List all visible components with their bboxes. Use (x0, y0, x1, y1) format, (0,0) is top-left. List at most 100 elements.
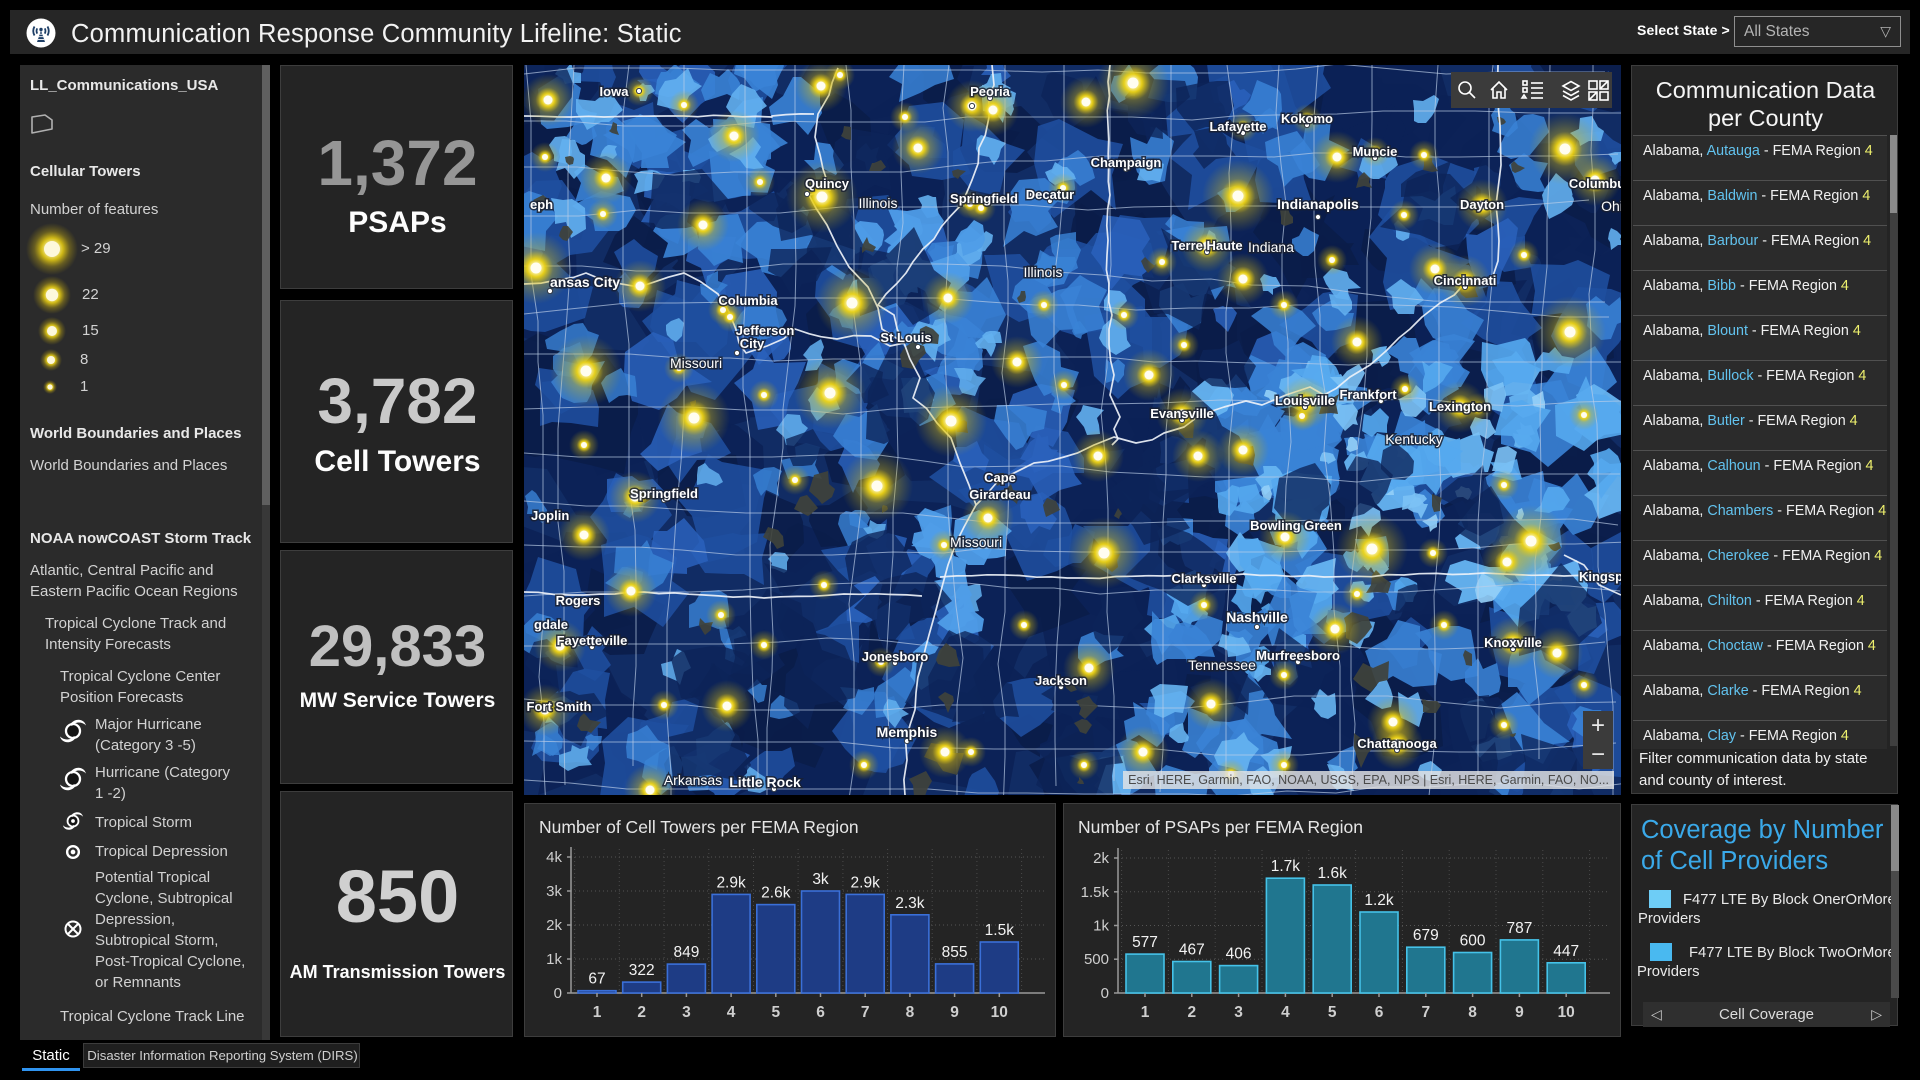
svg-text:1.6k: 1.6k (1318, 865, 1348, 882)
svg-text:Jefferson: Jefferson (736, 323, 795, 338)
svg-text:Number of PSAPs per FEMA Regio: Number of PSAPs per FEMA Region (1078, 817, 1363, 837)
svg-text:Indianapolis: Indianapolis (1277, 196, 1359, 212)
svg-text:447: 447 (1553, 943, 1579, 960)
svg-text:500: 500 (1084, 951, 1109, 968)
svg-text:2.9k: 2.9k (716, 874, 746, 891)
svg-text:Arkansas: Arkansas (664, 772, 722, 788)
svg-text:eph: eph (530, 197, 553, 212)
svg-text:Kingsp: Kingsp (1579, 569, 1621, 584)
svg-text:467: 467 (1179, 942, 1205, 959)
svg-text:5: 5 (771, 1004, 780, 1021)
svg-text:Number of Cell Towers per FEMA: Number of Cell Towers per FEMA Region (539, 817, 859, 837)
svg-text:1k: 1k (546, 951, 562, 968)
svg-text:Murfreesboro: Murfreesboro (1256, 648, 1340, 663)
svg-text:Indiana: Indiana (1248, 239, 1294, 255)
svg-text:1: 1 (1141, 1004, 1150, 1021)
svg-text:Champaign: Champaign (1091, 155, 1162, 170)
svg-text:Quincy: Quincy (805, 176, 850, 191)
svg-text:2.9k: 2.9k (851, 874, 881, 891)
svg-text:Terre Haute: Terre Haute (1171, 238, 1242, 253)
svg-text:Ohi: Ohi (1601, 198, 1621, 214)
svg-text:Kentucky: Kentucky (1385, 431, 1443, 447)
svg-text:Muncie: Muncie (1353, 144, 1398, 159)
svg-text:Missouri: Missouri (950, 534, 1002, 550)
svg-text:Tennessee: Tennessee (1188, 657, 1256, 673)
svg-text:1.2k: 1.2k (1364, 892, 1394, 909)
svg-text:9: 9 (1515, 1004, 1524, 1021)
svg-text:10: 10 (991, 1004, 1008, 1021)
svg-text:406: 406 (1226, 946, 1252, 963)
svg-text:1.7k: 1.7k (1271, 858, 1301, 875)
svg-text:Memphis: Memphis (877, 724, 938, 740)
svg-text:Columbia: Columbia (718, 293, 778, 308)
svg-text:0: 0 (1101, 985, 1109, 1002)
svg-text:9: 9 (950, 1004, 959, 1021)
svg-text:849: 849 (673, 944, 699, 961)
svg-text:Louisville: Louisville (1275, 393, 1335, 408)
svg-text:322: 322 (629, 962, 655, 979)
svg-text:67: 67 (588, 971, 605, 988)
svg-text:787: 787 (1506, 920, 1532, 937)
svg-text:2: 2 (637, 1004, 646, 1021)
svg-text:St Louis: St Louis (880, 330, 931, 345)
svg-text:Columbu: Columbu (1569, 176, 1621, 191)
svg-text:Fort Smith: Fort Smith (527, 699, 592, 714)
svg-text:Bowling Green: Bowling Green (1250, 518, 1342, 533)
svg-text:5: 5 (1328, 1004, 1337, 1021)
svg-text:4: 4 (727, 1004, 736, 1021)
svg-text:1.5k: 1.5k (985, 922, 1015, 939)
svg-text:2.3k: 2.3k (895, 895, 925, 912)
svg-text:577: 577 (1132, 934, 1158, 951)
svg-text:Missouri: Missouri (670, 355, 722, 371)
svg-text:2.6k: 2.6k (761, 885, 791, 902)
svg-text:6: 6 (816, 1004, 825, 1021)
svg-text:2k: 2k (1093, 850, 1109, 867)
svg-text:2: 2 (1187, 1004, 1196, 1021)
svg-text:Knoxville: Knoxville (1484, 635, 1542, 650)
svg-text:1k: 1k (1093, 918, 1109, 935)
svg-text:Jackson: Jackson (1035, 673, 1087, 688)
svg-text:Jonesboro: Jonesboro (862, 649, 929, 664)
svg-text:6: 6 (1375, 1004, 1384, 1021)
svg-text:Illinois: Illinois (859, 195, 898, 211)
svg-text:Peoria: Peoria (970, 84, 1011, 99)
svg-text:Springfield: Springfield (950, 191, 1018, 206)
svg-text:4: 4 (1281, 1004, 1290, 1021)
svg-text:Cape: Cape (984, 470, 1016, 485)
svg-text:Girardeau: Girardeau (969, 487, 1030, 502)
svg-text:City: City (740, 336, 765, 351)
svg-text:Cincinnati: Cincinnati (1434, 273, 1497, 288)
svg-text:4k: 4k (546, 849, 562, 866)
svg-text:Clarksville: Clarksville (1171, 571, 1236, 586)
svg-text:3: 3 (1234, 1004, 1243, 1021)
svg-text:600: 600 (1460, 933, 1486, 950)
svg-text:Chattanooga: Chattanooga (1357, 736, 1437, 751)
svg-text:3k: 3k (812, 871, 829, 888)
svg-text:3k: 3k (546, 883, 562, 900)
svg-text:ansas City: ansas City (550, 274, 620, 290)
svg-text:Rogers: Rogers (556, 593, 601, 608)
svg-text:855: 855 (942, 944, 968, 961)
svg-text:Little Rock: Little Rock (729, 774, 801, 790)
svg-text:8: 8 (906, 1004, 915, 1021)
svg-text:Nashville: Nashville (1226, 609, 1288, 625)
svg-text:8: 8 (1468, 1004, 1477, 1021)
svg-text:2k: 2k (546, 917, 562, 934)
svg-text:679: 679 (1413, 927, 1439, 944)
svg-text:Dayton: Dayton (1460, 197, 1504, 212)
svg-text:0: 0 (554, 985, 562, 1002)
svg-text:Fayetteville: Fayetteville (557, 633, 628, 648)
svg-text:Frankfort: Frankfort (1339, 387, 1397, 402)
svg-text:1: 1 (593, 1004, 602, 1021)
svg-text:gdale: gdale (534, 617, 568, 632)
svg-text:1.5k: 1.5k (1081, 884, 1110, 901)
svg-text:Iowa: Iowa (600, 84, 630, 99)
svg-text:Evansville: Evansville (1150, 406, 1214, 421)
svg-text:10: 10 (1558, 1004, 1575, 1021)
svg-text:Lafayette: Lafayette (1209, 119, 1266, 134)
svg-text:7: 7 (1421, 1004, 1430, 1021)
svg-text:Joplin: Joplin (531, 508, 569, 523)
svg-text:Illinois: Illinois (1024, 264, 1063, 280)
svg-text:Decatur: Decatur (1026, 187, 1074, 202)
svg-text:3: 3 (682, 1004, 691, 1021)
